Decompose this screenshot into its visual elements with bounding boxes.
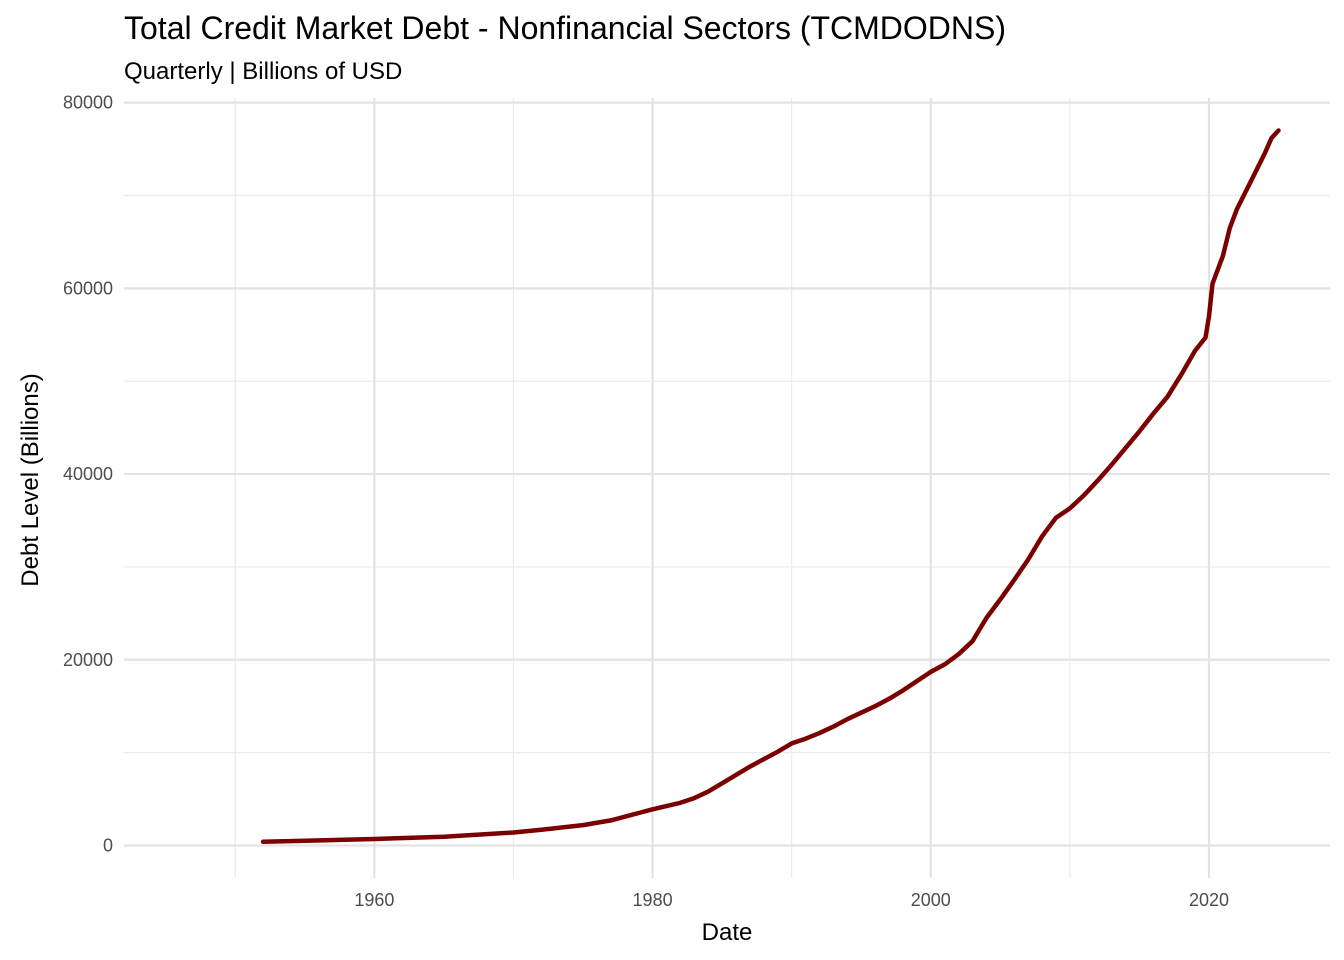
y-axis-title: Debt Level (Billions) (17, 373, 44, 586)
x-tick-label: 1960 (354, 890, 394, 910)
x-tick-label: 2000 (911, 890, 951, 910)
x-tick-label: 2020 (1189, 890, 1229, 910)
minor-gridlines (124, 98, 1330, 878)
y-tick-label: 20000 (63, 650, 113, 670)
x-axis-title: Date (702, 919, 753, 946)
y-tick-label: 60000 (63, 278, 113, 298)
x-axis-ticks: 1960 1980 2000 2020 (354, 890, 1229, 910)
series-layer (260, 128, 1281, 845)
y-axis-ticks: 0 20000 40000 60000 80000 (63, 93, 113, 856)
major-gridlines (124, 98, 1330, 878)
y-tick-label: 80000 (63, 93, 113, 113)
y-tick-label: 40000 (63, 464, 113, 484)
chart-subtitle: Quarterly | Billions of USD (124, 58, 403, 85)
debt-level-series-line (260, 128, 1281, 845)
x-tick-label: 1980 (633, 890, 673, 910)
chart-title: Total Credit Market Debt - Nonfinancial … (124, 10, 1007, 46)
y-tick-label: 0 (103, 836, 113, 856)
